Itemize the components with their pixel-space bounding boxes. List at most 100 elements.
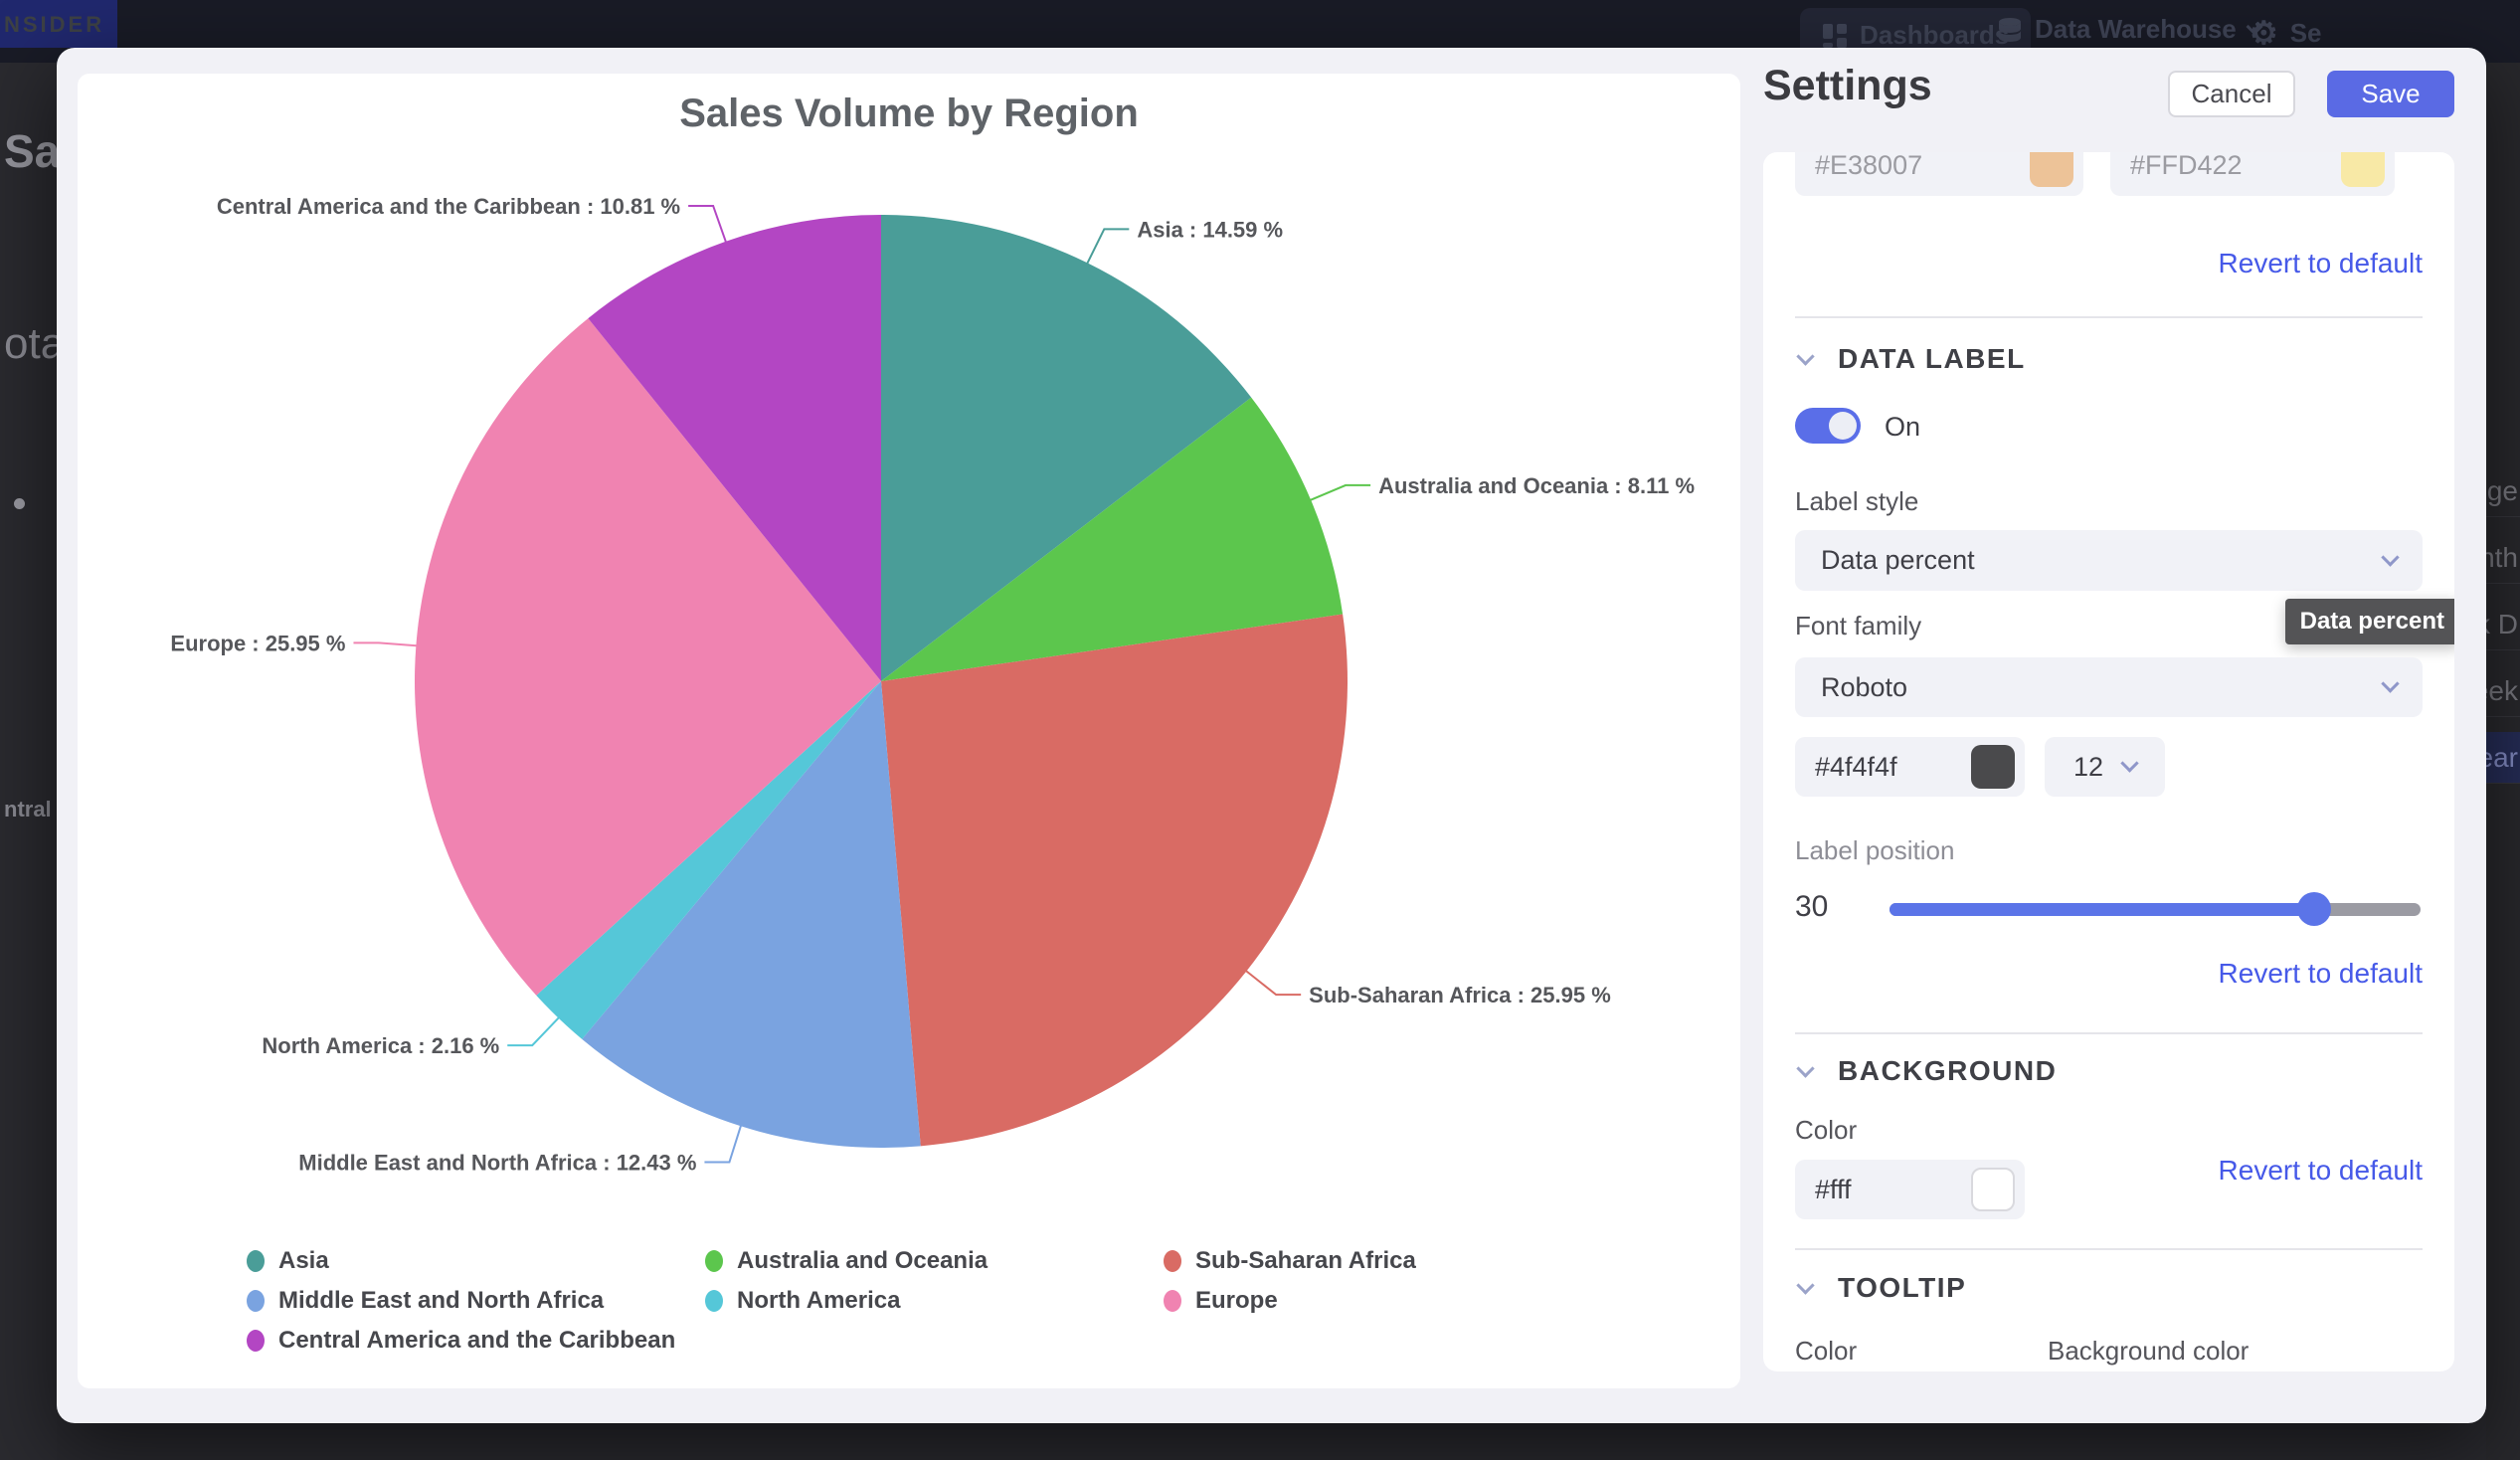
- chart-title: Sales Volume by Region: [679, 91, 1139, 135]
- pie-chart: Asia : 14.59 % Australia and Oceania : 8.…: [170, 194, 1695, 1176]
- color-swatch-2[interactable]: [2341, 152, 2385, 187]
- chevron-down-icon: [1796, 1058, 1815, 1078]
- section-title: DATA LABEL: [1838, 343, 2026, 374]
- font-color-swatch[interactable]: [1971, 745, 2015, 789]
- pie-slice-asia[interactable]: [881, 215, 1252, 681]
- nav-settings-partial-label: Se: [2289, 17, 2322, 48]
- legend-dot-icon: [247, 1250, 265, 1272]
- legend-item-europe[interactable]: Europe: [1164, 1287, 1416, 1315]
- revert-to-default-link-1[interactable]: Revert to default: [2218, 248, 2423, 278]
- background-menu-item-fragment: nth: [2486, 532, 2520, 584]
- page-text-fragment: ota: [4, 319, 57, 368]
- settings-panel: Settings Cancel Save #E38007 #FFD422 Rev…: [1763, 48, 2454, 1423]
- label-position-label: Label position: [1795, 835, 1955, 865]
- label-style-dropdown[interactable]: Data percent: [1795, 530, 2423, 591]
- chart-legend: Asia Australia and Oceania Sub-Saharan Afr…: [247, 1247, 1416, 1355]
- tooltip-color-label: Color: [1795, 1336, 1858, 1366]
- label-style-value: Data percent: [1821, 545, 1975, 575]
- menu-item-text: nth: [2486, 542, 2518, 573]
- font-color-input[interactable]: #4f4f4f: [1795, 737, 2025, 797]
- legend-item-australia-and-oceania[interactable]: Australia and Oceania: [705, 1247, 1164, 1275]
- label-position-value: 30: [1795, 890, 1829, 923]
- pie-slice-label: Middle East and North Africa : 12.43 %: [298, 1150, 696, 1175]
- background-color-swatch[interactable]: [1971, 1168, 2015, 1211]
- tooltip-background-color-label: Background color: [2048, 1336, 2250, 1366]
- color-hex-value-2: #FFD422: [2130, 152, 2243, 180]
- legend-dot-icon: [1164, 1290, 1181, 1312]
- nav-data-warehouse[interactable]: Data Warehouse: [1997, 14, 2263, 45]
- settings-scroll-card: #E38007 #FFD422 Revert to default DATA L…: [1763, 152, 2454, 1371]
- pie-slice-sub-saharan-africa[interactable]: [881, 614, 1348, 1147]
- pie-label-leader-line: [353, 641, 419, 647]
- pie-slice-north-america[interactable]: [536, 681, 881, 1039]
- toggle-knob: [1829, 412, 1857, 440]
- data-label-toggle[interactable]: [1795, 408, 1861, 444]
- legend-item-north-america[interactable]: North America: [705, 1287, 1164, 1315]
- font-family-label: Font family: [1795, 611, 1922, 640]
- legend-item-sub-saharan-africa[interactable]: Sub-Saharan Africa: [1164, 1247, 1416, 1275]
- pie-label-leader-line: [507, 1015, 561, 1047]
- legend-label: Asia: [278, 1247, 329, 1274]
- pie-slice-central-america-and-the-caribbean[interactable]: [588, 215, 881, 681]
- database-icon: [1999, 17, 2021, 42]
- page-title-fragment: Sal: [4, 125, 57, 177]
- chevron-down-icon: [1796, 346, 1815, 366]
- chevron-down-icon: [2381, 547, 2400, 567]
- pie-slice-australia-and-oceania[interactable]: [881, 397, 1344, 681]
- background-menu-item-fragment: k D: [2486, 599, 2520, 650]
- section-header-background[interactable]: BACKGROUND: [1796, 1055, 2058, 1087]
- section-header-data-label[interactable]: DATA LABEL: [1796, 343, 2026, 375]
- label-position-slider[interactable]: [1890, 892, 2421, 926]
- color-swatch-1[interactable]: [2030, 152, 2073, 187]
- font-size-value: 12: [2072, 751, 2104, 782]
- background-color-input[interactable]: #fff: [1795, 1160, 2025, 1219]
- chart-panel: Sales Volume by Region Asia : 14.59 % Aus…: [78, 74, 1740, 1388]
- revert-to-default-link-2[interactable]: Revert to default: [2218, 958, 2423, 989]
- legend-dot-icon: [247, 1330, 265, 1352]
- section-header-tooltip[interactable]: TOOLTIP: [1796, 1272, 1966, 1304]
- legend-dot-icon: [247, 1290, 265, 1312]
- background-menu-item-fragment: ear: [2486, 732, 2520, 784]
- legend-dot-icon: [705, 1290, 723, 1312]
- legend-label: Australia and Oceania: [737, 1247, 989, 1274]
- nav-settings[interactable]: ⚙ Se: [2250, 14, 2322, 52]
- legend-item-central-america-and-the-caribbean[interactable]: Central America and the Caribbean: [247, 1327, 705, 1355]
- legend-item-middle-east-and-north-africa[interactable]: Middle East and North Africa: [247, 1287, 705, 1315]
- legend-label: Middle East and North Africa: [278, 1287, 605, 1314]
- legend-dot-icon: [1164, 1250, 1181, 1272]
- pie-slice-middle-east-and-north-africa[interactable]: [582, 681, 921, 1148]
- divider: [1795, 1032, 2423, 1034]
- font-family-dropdown[interactable]: Roboto: [1795, 657, 2423, 717]
- background-page-left-edge: Sal ota ntral: [0, 63, 57, 1460]
- dashboards-grid-icon: [1823, 23, 1847, 48]
- pie-slice-label: Europe : 25.95 %: [170, 631, 345, 655]
- pie-slice-europe[interactable]: [414, 318, 881, 996]
- pie-label-leader-line: [1244, 969, 1302, 997]
- divider: [1795, 1248, 2423, 1250]
- slider-fill: [1890, 903, 2314, 916]
- cancel-button[interactable]: Cancel: [2168, 71, 2295, 117]
- revert-to-default-link-3[interactable]: Revert to default: [2218, 1155, 2423, 1186]
- pie-label-leader-line: [688, 204, 728, 245]
- slider-thumb[interactable]: [2297, 892, 2331, 926]
- logo: NSIDER: [0, 0, 117, 48]
- legend-item-asia[interactable]: Asia: [247, 1247, 705, 1275]
- background-menu-item-fragment: nge: [2486, 465, 2520, 517]
- legend-label: Sub-Saharan Africa: [1195, 1247, 1416, 1274]
- pie-slice-label: Sub-Saharan Africa : 25.95 %: [1309, 983, 1611, 1007]
- pie-label-leader-line: [1085, 228, 1130, 266]
- section-title: BACKGROUND: [1838, 1055, 2058, 1086]
- color-hex-input-2[interactable]: #FFD422: [2110, 152, 2395, 196]
- save-button[interactable]: Save: [2327, 71, 2454, 117]
- page-label-fragment: ntral: [4, 797, 52, 821]
- legend-dot-icon: [705, 1250, 723, 1272]
- font-size-dropdown[interactable]: 12: [2045, 737, 2165, 797]
- nav-data-warehouse-label: Data Warehouse: [2035, 14, 2237, 44]
- background-color-label: Color: [1795, 1115, 1858, 1145]
- gear-icon: ⚙: [2250, 15, 2278, 51]
- background-color-value: #fff: [1815, 1174, 1852, 1204]
- legend-label: Europe: [1195, 1287, 1278, 1314]
- color-hex-input-1[interactable]: #E38007: [1795, 152, 2083, 196]
- settings-panel-title: Settings: [1763, 62, 1932, 109]
